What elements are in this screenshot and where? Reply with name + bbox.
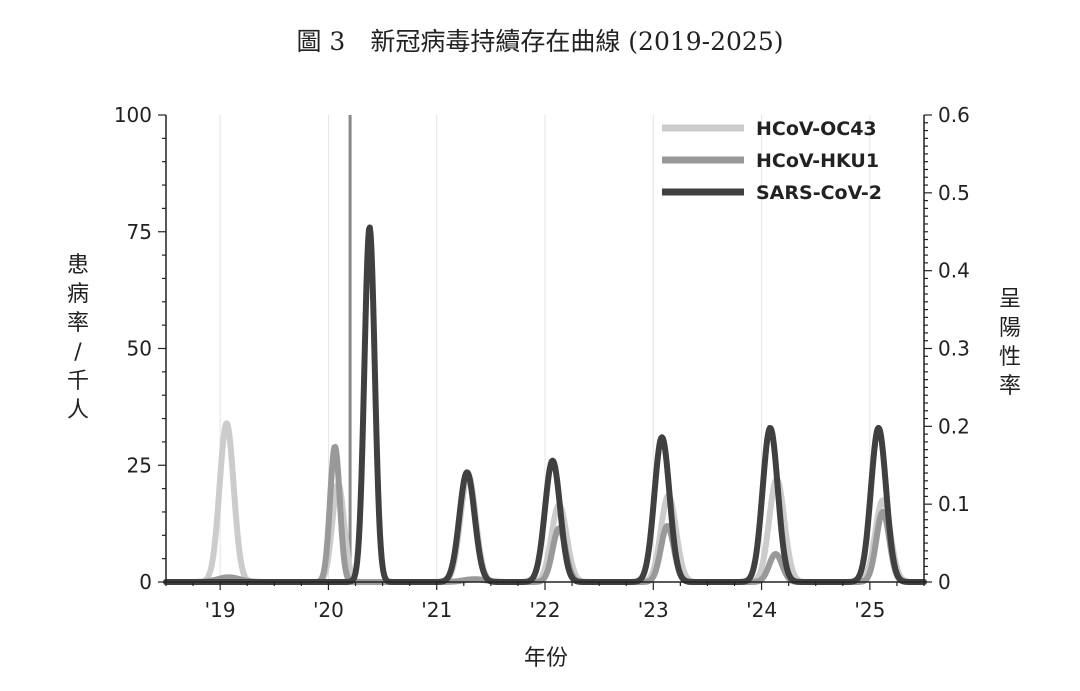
legend: HCoV-OC43 HCoV-HKU1 SARS-CoV-2 — [662, 118, 882, 204]
y-axis-label-right: 呈陽性率 — [999, 287, 1021, 399]
y-tick-label-left: 100 — [114, 103, 152, 127]
legend-label-hcov-oc43: HCoV-OC43 — [756, 118, 877, 140]
y-tick-label-left: 50 — [127, 337, 152, 361]
legend-label-hcov-hku1: HCoV-HKU1 — [756, 150, 879, 172]
x-tick-label-'24: '24 — [746, 598, 777, 622]
legend-label-sars-cov-2: SARS-CoV-2 — [756, 182, 882, 204]
y-tick-label-right: 0.5 — [938, 181, 970, 205]
x-tick-label-'25: '25 — [854, 598, 885, 622]
y-tick-label-left: 25 — [127, 453, 152, 477]
y-tick-label-left: 0 — [139, 570, 152, 594]
x-tick-label-'20: '20 — [313, 598, 344, 622]
chart-title: 圖 3 新冠病毒持續存在曲線 (2019-2025) — [296, 27, 783, 56]
y-tick-label-right: 0.6 — [938, 103, 970, 127]
x-tick-label-'23: '23 — [638, 598, 669, 622]
y-tick-label-left: 75 — [127, 220, 152, 244]
y-axis-label-left-text: 患病率/千人 — [67, 253, 89, 423]
x-tick-label-'19: '19 — [205, 598, 236, 622]
y-tick-label-right: 0.1 — [938, 492, 970, 516]
x-axis-label: 年份 — [524, 646, 568, 671]
y-axis-label-right-text: 呈陽性率 — [999, 287, 1021, 399]
axes: 0 25 50 75 100 0 0.1 0.2 0.3 0.4 0.5 0.6 '19 '20 '21 '2… — [114, 103, 970, 622]
y-axis-label-left: 患病率/千人 — [67, 253, 89, 423]
y-tick-label-right: 0.4 — [938, 259, 970, 283]
x-tick-label-'22: '22 — [530, 598, 561, 622]
y-tick-label-right: 0.3 — [938, 337, 970, 361]
y-tick-label-right: 0.2 — [938, 414, 970, 438]
gridlines — [219, 115, 871, 582]
y-tick-label-right: 0 — [938, 570, 951, 594]
x-tick-label-'21: '21 — [421, 598, 452, 622]
